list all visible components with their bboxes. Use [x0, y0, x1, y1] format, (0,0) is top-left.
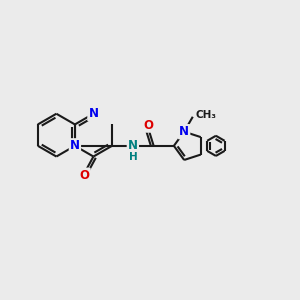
Text: N: N — [128, 139, 138, 152]
Text: N: N — [70, 139, 80, 152]
Text: CH₃: CH₃ — [196, 110, 217, 120]
Text: N: N — [88, 107, 98, 120]
Text: H: H — [129, 152, 138, 162]
Text: N: N — [179, 125, 189, 138]
Text: O: O — [143, 118, 153, 131]
Text: O: O — [80, 169, 89, 182]
